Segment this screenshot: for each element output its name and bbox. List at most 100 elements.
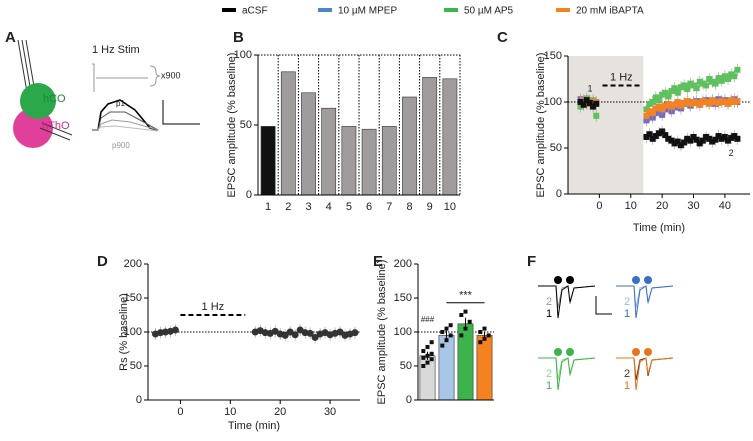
point (444, 338, 449, 343)
point (448, 323, 453, 328)
point (681, 139, 688, 146)
point (652, 133, 659, 140)
y-tick-label: 100 (124, 326, 142, 338)
x-tick-label: 1 (265, 201, 271, 213)
trace (538, 285, 596, 319)
panel-label: C (497, 29, 508, 46)
point (580, 101, 587, 108)
point (734, 135, 741, 142)
point (690, 99, 697, 105)
point (696, 140, 703, 147)
y-tick-label: 0 (556, 188, 562, 200)
point (646, 131, 653, 138)
point (693, 99, 700, 106)
point (425, 360, 430, 365)
x-tick-label: 5 (346, 201, 352, 213)
point (681, 99, 688, 106)
point (421, 349, 426, 354)
point (351, 329, 359, 337)
point (687, 80, 694, 87)
point (659, 91, 666, 98)
point (659, 128, 666, 135)
point (668, 87, 675, 94)
y-tick-label: 0 (406, 394, 412, 406)
point (703, 82, 710, 89)
y-tick-label: 150 (124, 292, 142, 304)
point (583, 97, 590, 104)
trace (616, 357, 674, 391)
point (696, 78, 703, 85)
region-label: hCO (43, 93, 66, 105)
point (709, 97, 716, 104)
point (429, 351, 434, 356)
point (440, 330, 445, 334)
trace-label: p900 (112, 141, 130, 150)
point (677, 102, 684, 109)
point (171, 326, 179, 334)
panel-label: D (97, 253, 108, 270)
point (728, 71, 735, 78)
point (586, 99, 593, 106)
stim-dot (632, 348, 640, 356)
point (734, 66, 741, 73)
point (706, 100, 713, 107)
point (478, 340, 483, 345)
stim-label: 1 Hz (610, 71, 633, 83)
stim-dot (632, 276, 640, 284)
point (718, 98, 725, 105)
point (715, 75, 722, 82)
stim-dot (566, 276, 574, 284)
count-label: x900 (161, 70, 181, 80)
x-tick-label: 40 (719, 200, 731, 212)
point (712, 80, 719, 87)
x-tick-label: 10 (625, 200, 637, 212)
bar (402, 96, 417, 196)
point (429, 340, 434, 345)
point (718, 135, 725, 142)
y-tick-label: 150 (544, 50, 562, 62)
x-tick-label: 20 (274, 406, 286, 418)
stim-dot (644, 348, 652, 356)
point (482, 326, 487, 331)
point (448, 333, 453, 338)
annotation: 2 (729, 148, 734, 158)
trace-label: 1 (546, 308, 552, 320)
annotation: 1 (587, 83, 592, 93)
y-tick-label: 0 (246, 189, 252, 201)
point (429, 357, 434, 362)
point (712, 136, 719, 143)
point (311, 333, 319, 341)
point (668, 137, 675, 144)
point (684, 98, 691, 105)
point (696, 101, 703, 108)
x-tick-label: 0 (596, 200, 602, 212)
bar (301, 92, 316, 196)
point (281, 331, 289, 339)
point (681, 82, 688, 89)
point (671, 101, 678, 108)
y-tick-label: 50 (400, 360, 412, 372)
point (709, 138, 716, 145)
x-tick-label: 6 (366, 201, 372, 213)
point (643, 112, 650, 119)
trace (616, 285, 674, 319)
point (656, 103, 662, 110)
x-tick-label: 8 (406, 201, 412, 213)
point (593, 112, 600, 119)
bar (422, 77, 438, 196)
legend-swatch (222, 8, 236, 12)
point (643, 106, 650, 113)
point (699, 98, 706, 105)
point (721, 133, 728, 140)
point (718, 77, 725, 84)
stim-trace (92, 63, 148, 92)
y-axis-label: Rs (% baseline) (118, 293, 130, 371)
point (684, 135, 691, 142)
legend-label: aCSF (242, 6, 268, 17)
x-tick-label: 0 (177, 406, 183, 418)
point (590, 103, 597, 110)
panel-label: E (373, 253, 383, 270)
x-tick-label: 10 (444, 201, 456, 213)
y-tick-label: 100 (234, 49, 252, 61)
